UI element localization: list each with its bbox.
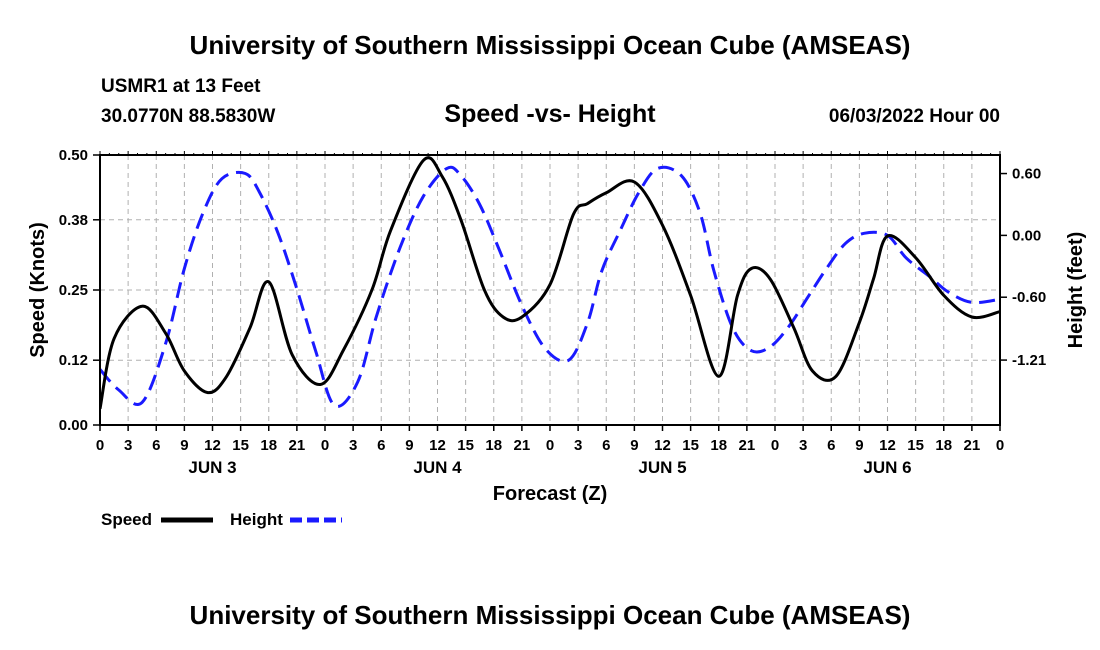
x-tick-label: 0 — [96, 437, 104, 454]
x-tick-label: 15 — [907, 437, 924, 454]
x-tick-label: 15 — [232, 437, 249, 454]
x-tick-label: 12 — [879, 437, 896, 454]
x-tick-label: 18 — [710, 437, 727, 454]
legend-label-speed: Speed — [101, 510, 152, 529]
x-tick-label: 3 — [124, 437, 132, 454]
x-tick-label: 9 — [630, 437, 638, 454]
series-layer — [100, 156, 1000, 410]
y-tick-label: 0.38 — [59, 212, 88, 229]
x-tick-label: 21 — [964, 437, 981, 454]
grid — [100, 155, 1000, 425]
y-tick-label: 0.25 — [59, 282, 88, 299]
y-tick-label: 0.50 — [59, 147, 88, 164]
x-tick-label: 6 — [152, 437, 160, 454]
x-tick-label: 21 — [514, 437, 531, 454]
y2-axis-label: Height (feet) — [1065, 232, 1087, 349]
y2-tick-label: 0.60 — [1012, 166, 1041, 183]
station-label: USMR1 at 13 Feet — [101, 76, 261, 97]
y-axis-label: Speed (Knots) — [27, 222, 49, 358]
axes: 0 3 6 9 12 15 18 21 0 3 6 9 12 15 18 21 0 3 6 9 12 15 18 21 0 3 6 9… — [27, 147, 1087, 505]
x-tick-label: 18 — [260, 437, 277, 454]
day-label: JUN 4 — [413, 458, 462, 477]
legend-label-height: Height — [230, 510, 283, 529]
chart-title: Speed -vs- Height — [444, 100, 656, 128]
x-tick-label: 9 — [405, 437, 413, 454]
x-tick-label: 15 — [457, 437, 474, 454]
x-tick-label: 21 — [739, 437, 756, 454]
main-title: University of Southern Mississippi Ocean… — [189, 30, 911, 60]
y-tick-label: 0.12 — [59, 352, 88, 369]
x-tick-label: 18 — [485, 437, 502, 454]
y-tick-label: 0.00 — [59, 417, 88, 434]
x-tick-label: 3 — [349, 437, 357, 454]
y2-tick-label: -0.60 — [1012, 289, 1046, 306]
footer-title: University of Southern Mississippi Ocean… — [189, 600, 911, 630]
series-line-height — [100, 165, 1000, 408]
x-tick-label: 18 — [935, 437, 952, 454]
x-tick-label: 9 — [180, 437, 188, 454]
forecast-datetime: 06/03/2022 Hour 00 — [828, 106, 1000, 127]
series-line-speed — [100, 156, 1000, 410]
day-label: JUN 5 — [638, 458, 686, 477]
x-tick-label: 12 — [204, 437, 221, 454]
x-axis-label: Forecast (Z) — [493, 483, 607, 505]
x-tick-label: 0 — [996, 437, 1004, 454]
x-tick-label: 6 — [602, 437, 610, 454]
x-tick-label: 0 — [321, 437, 329, 454]
legend: Speed Height — [101, 510, 342, 529]
x-tick-label: 12 — [654, 437, 671, 454]
x-tick-label: 3 — [799, 437, 807, 454]
x-tick-label: 0 — [546, 437, 554, 454]
x-tick-label: 6 — [827, 437, 835, 454]
y2-tick-label: 0.00 — [1012, 227, 1041, 244]
day-label: JUN 6 — [863, 458, 911, 477]
latlon-label: 30.0770N 88.5830W — [101, 106, 276, 127]
x-tick-label: 0 — [771, 437, 779, 454]
x-tick-label: 9 — [855, 437, 863, 454]
x-tick-label: 12 — [429, 437, 446, 454]
x-tick-label: 15 — [682, 437, 699, 454]
day-label: JUN 3 — [188, 458, 236, 477]
x-tick-label: 21 — [289, 437, 306, 454]
x-tick-label: 6 — [377, 437, 385, 454]
y2-tick-label: -1.21 — [1012, 352, 1046, 369]
x-tick-label: 3 — [574, 437, 582, 454]
